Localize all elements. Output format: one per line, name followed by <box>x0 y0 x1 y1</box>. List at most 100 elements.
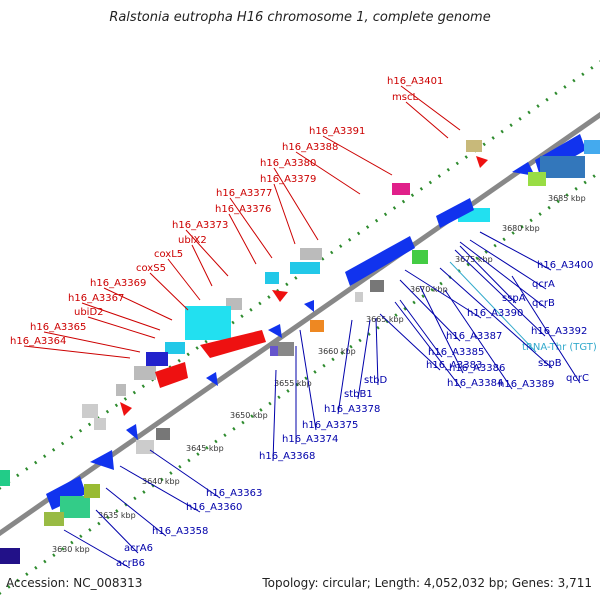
reverse-leader-line <box>394 301 462 389</box>
tick-label: 3640 kbp <box>142 477 180 486</box>
gene-block <box>290 262 320 274</box>
reverse-leader-line <box>119 465 201 513</box>
gene-block <box>156 428 170 440</box>
gene-arrow <box>126 424 138 440</box>
reverse-leader-line <box>95 509 139 554</box>
map-title: Ralstonia eutropha H16 chromosome 1, com… <box>109 10 491 25</box>
gene-block <box>136 440 154 454</box>
forward-gene-label: h16_A3373 <box>172 220 228 231</box>
gene-block <box>355 292 363 302</box>
reverse-leader-line <box>449 261 537 353</box>
reverse-leader-line <box>272 369 277 462</box>
gene-block <box>584 140 600 154</box>
reverse-gene-label: h16_A3374 <box>282 434 338 445</box>
forward-gene-label: h16_A3367 <box>68 293 124 304</box>
reverse-gene-label: h16_A3368 <box>259 451 315 462</box>
gene-arrow <box>268 324 282 338</box>
gene-block <box>44 512 64 526</box>
gene-block <box>134 366 156 380</box>
forward-genes <box>82 140 488 430</box>
reverse-gene-label: h16_A3385 <box>428 347 484 358</box>
forward-gene-label: coxL5 <box>154 249 183 260</box>
forward-leader-line <box>400 85 461 131</box>
forward-leader-line <box>191 244 213 287</box>
tick-label: 3650 kbp <box>230 411 268 420</box>
forward-gene-label: h16_A3365 <box>30 322 86 333</box>
gene-arrow <box>200 330 266 358</box>
reverse-leader-line <box>63 529 131 569</box>
forward-leader-line <box>167 258 201 301</box>
tick-label: 3635 kbp <box>98 511 136 520</box>
reverse-leader-line <box>399 299 443 358</box>
gene-block <box>466 140 482 152</box>
gene-arrow <box>206 372 218 386</box>
forward-leader-line <box>103 287 173 321</box>
outer-dotted-track <box>0 60 600 490</box>
reverse-leader-line <box>105 487 167 537</box>
reverse-gene-label: h16_A3384 <box>447 378 503 389</box>
tick-label: 3660 kbp <box>318 347 356 356</box>
reverse-leader-line <box>419 285 464 374</box>
forward-leader-line <box>405 101 449 139</box>
reverse-leader-line <box>404 269 482 319</box>
gene-block <box>265 272 279 284</box>
reverse-leader-line <box>511 275 581 384</box>
reverse-gene-label: acrB6 <box>116 558 145 569</box>
forward-gene-label: h16_A3380 <box>260 158 316 169</box>
tick-label: 3670 kbp <box>410 285 448 294</box>
forward-gene-label: h16_A3388 <box>282 142 338 153</box>
gene-arrow <box>476 156 488 168</box>
forward-leader-line <box>23 345 131 359</box>
forward-leader-line <box>273 183 296 245</box>
forward-gene-label: mscL <box>392 92 418 103</box>
position-ticks: 3630 kbp 3635 kbp 3640 kbp 3645 kbp 3650 kbp… <box>52 194 586 554</box>
reverse-gene-label: qcrC <box>566 373 589 384</box>
reverse-gene-label: qcrA <box>532 279 555 290</box>
reverse-genes <box>0 134 600 564</box>
gene-block <box>0 470 10 486</box>
gene-block <box>185 306 231 340</box>
tick-label: 3685 kbp <box>548 194 586 203</box>
reverse-gene-label: h16_A3400 <box>537 260 593 271</box>
gene-block <box>116 384 126 396</box>
reverse-gene-label: h16_A3363 <box>206 488 262 499</box>
reverse-leader-line <box>399 279 461 342</box>
gene-block <box>310 320 324 332</box>
reverse-gene-label: sspB <box>538 358 562 369</box>
backbone-line <box>0 111 600 537</box>
forward-leader-line <box>273 167 319 241</box>
forward-gene-label: h16_A3391 <box>309 126 365 137</box>
gene-arrow <box>304 300 314 312</box>
forward-gene-label: h16_A3377 <box>216 188 272 199</box>
reverse-leader-line <box>444 289 513 390</box>
reverse-gene-label: h16_A3392 <box>531 326 587 337</box>
gene-arrow <box>155 362 188 388</box>
gene-arrow <box>46 476 86 510</box>
reverse-gene-label: h16_A3358 <box>152 526 208 537</box>
forward-gene-label: ubiD2 <box>74 307 104 318</box>
tick-label: 3630 kbp <box>52 545 90 554</box>
reverse-gene-label: h16_A3383 <box>426 360 482 371</box>
summary-text: Topology: circular; Length: 4,052,032 bp… <box>262 576 592 590</box>
tick-label: 3655 kbp <box>274 379 312 388</box>
reverse-leader-line <box>357 319 371 400</box>
accession-text: Accession: NC_008313 <box>6 576 143 590</box>
gene-block <box>540 156 585 178</box>
forward-gene-label: h16_A3364 <box>10 336 66 347</box>
reverse-leader-line <box>379 313 441 371</box>
reverse-gene-label: h16_A3378 <box>324 404 380 415</box>
forward-gene-label: ubiX2 <box>178 235 207 246</box>
gene-block <box>370 280 384 292</box>
forward-leader-line <box>81 302 161 331</box>
reverse-leader-line <box>459 241 547 309</box>
reverse-gene-label: h16_A3360 <box>186 502 242 513</box>
reverse-gene-label: h16_A3390 <box>467 308 523 319</box>
dotted-tracks <box>0 60 600 595</box>
forward-leader-line <box>87 316 156 339</box>
forward-leader-line <box>149 272 189 311</box>
gene-block <box>94 418 106 430</box>
tick-label: 3645 kbp <box>186 444 224 453</box>
reverse-gene-label: acrA6 <box>124 543 153 554</box>
